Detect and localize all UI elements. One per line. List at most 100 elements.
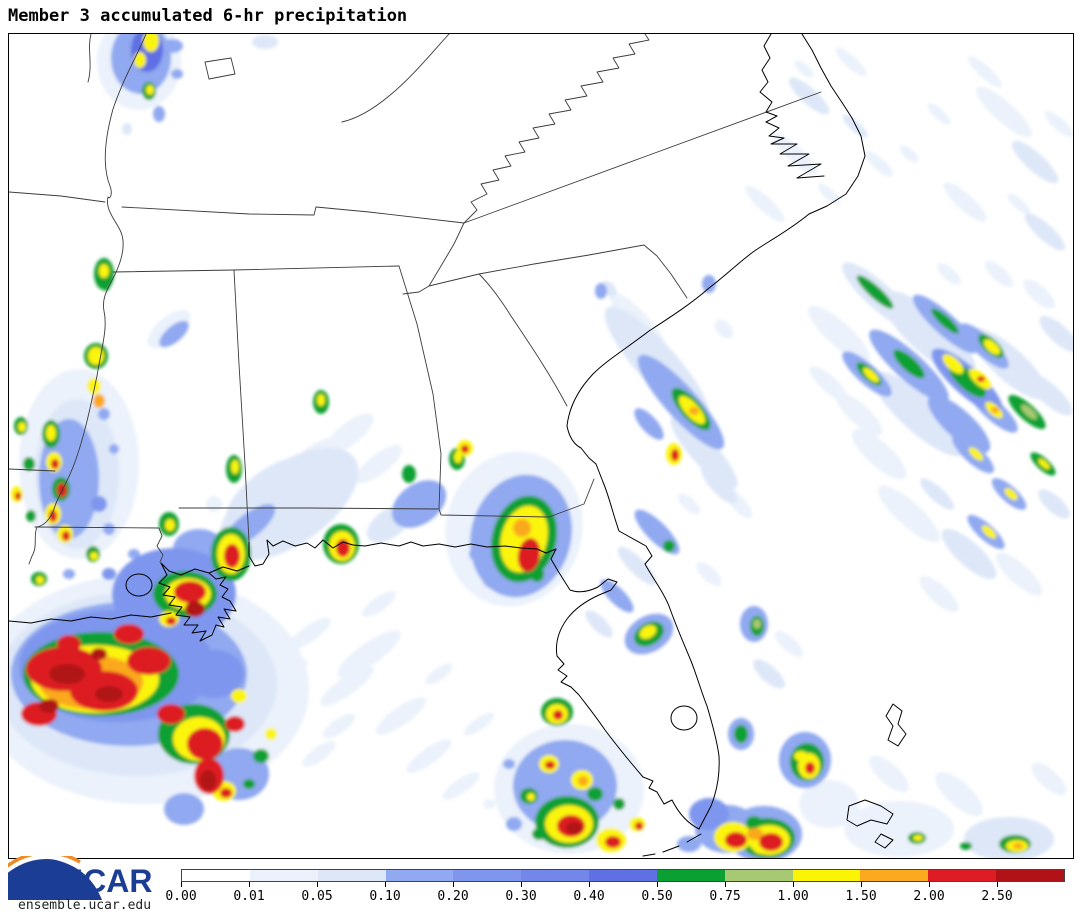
colorbar-tick — [861, 882, 862, 887]
precip-cell — [62, 531, 70, 541]
precip-cell — [941, 528, 997, 580]
colorbar-tick — [249, 882, 250, 887]
precip-cell — [530, 566, 544, 582]
precip-cell — [134, 52, 146, 68]
precip-cell — [1023, 279, 1055, 309]
precip-cell — [532, 828, 546, 840]
precip-cell — [968, 447, 984, 461]
precip-cell — [942, 354, 964, 374]
colorbar-tick-label: 1.00 — [777, 889, 809, 904]
precip-cell — [402, 465, 416, 483]
precip-cell — [639, 625, 657, 639]
precip-cell — [700, 464, 738, 504]
precip-cell — [634, 509, 680, 555]
colorbar-tick — [385, 882, 386, 887]
precip-cell — [935, 772, 983, 816]
colorbar-segment — [453, 870, 522, 881]
precip-cell — [46, 425, 56, 441]
precip-cell — [663, 540, 675, 552]
precipitation-map — [8, 33, 1074, 859]
colorbar-tick-label: 0.40 — [573, 889, 605, 904]
colorbar-tick-label: 2.50 — [981, 889, 1013, 904]
precip-cell — [231, 689, 247, 703]
precip-cell — [184, 650, 244, 698]
precip-cell — [95, 686, 123, 702]
precip-cell — [968, 56, 1002, 88]
precip-cell — [442, 772, 480, 800]
precip-cell — [517, 538, 541, 572]
precip-cell — [99, 264, 109, 278]
precip-cell — [759, 833, 783, 851]
precip-cell — [1039, 315, 1073, 353]
ncar-logo-swoosh-white — [4, 854, 80, 874]
precip-cell — [605, 836, 621, 848]
precip-cell — [865, 151, 893, 177]
precip-cell — [878, 485, 940, 543]
precip-cell — [324, 413, 374, 455]
colorbar-swatches — [181, 869, 1065, 882]
precip-cell — [91, 648, 107, 660]
colorbar-tick — [589, 882, 590, 887]
precip-cell — [157, 704, 185, 724]
precip-cell — [225, 716, 245, 732]
precip-cell — [49, 510, 57, 522]
precip-cell — [805, 762, 815, 774]
precip-cell — [794, 751, 808, 761]
precip-cell — [39, 699, 59, 713]
precip-cell — [745, 185, 785, 223]
precip-cell — [677, 493, 701, 515]
precip-cell — [899, 145, 919, 163]
precip-cell — [469, 546, 489, 562]
precip-cell — [265, 728, 277, 740]
precip-cell — [114, 624, 144, 644]
precip-cell — [943, 182, 987, 222]
precip-cell — [506, 817, 522, 831]
precip-cell — [513, 519, 531, 537]
colorbar-tick-label: 0.00 — [165, 889, 197, 904]
precip-cell — [127, 647, 171, 675]
precip-cell — [1011, 140, 1059, 184]
precip-cell — [91, 496, 107, 512]
precip-cell — [818, 183, 840, 205]
precip-cell — [15, 492, 21, 500]
precip-cell — [747, 828, 763, 840]
precip-cell — [320, 666, 374, 706]
precip-cell — [103, 523, 115, 535]
precip-cell — [1045, 111, 1073, 137]
precip-cell — [960, 842, 972, 850]
precip-cell — [856, 275, 894, 309]
colorbar-tick-label: 0.50 — [641, 889, 673, 904]
precip-cell — [677, 836, 701, 852]
precipitation-field — [9, 34, 1073, 858]
precip-cell — [227, 458, 301, 520]
precip-cell — [578, 776, 588, 786]
precip-cell — [872, 371, 966, 457]
colorbar-tick-label: 0.30 — [505, 889, 537, 904]
precip-cell — [174, 581, 206, 603]
precip-cell — [185, 601, 205, 617]
precip-cell — [463, 712, 495, 736]
colorbar-tick — [453, 882, 454, 887]
precip-cell — [617, 546, 657, 586]
precip-cell — [122, 123, 132, 135]
precip-cell — [49, 664, 85, 684]
colorbar-tick-label: 0.75 — [709, 889, 741, 904]
colorbar-segment — [996, 870, 1064, 881]
precip-cell — [1004, 487, 1018, 501]
precip-cell — [808, 305, 870, 363]
colorbar-tick — [725, 882, 726, 887]
precip-cell — [252, 35, 278, 49]
colorbar-segment — [860, 870, 929, 881]
precip-cell — [696, 562, 722, 586]
colorbar-tick — [181, 882, 182, 887]
precip-cell — [18, 422, 26, 432]
precip-cell — [799, 780, 859, 828]
coastlines — [9, 34, 907, 857]
site-url: ensemble.ucar.edu — [18, 898, 152, 913]
precip-cell — [166, 617, 176, 625]
colorbar-tick-label: 0.05 — [301, 889, 333, 904]
precip-cell — [165, 519, 175, 531]
precip-cell — [613, 798, 625, 810]
precip-cell — [253, 749, 269, 763]
precip-cell — [36, 576, 44, 584]
